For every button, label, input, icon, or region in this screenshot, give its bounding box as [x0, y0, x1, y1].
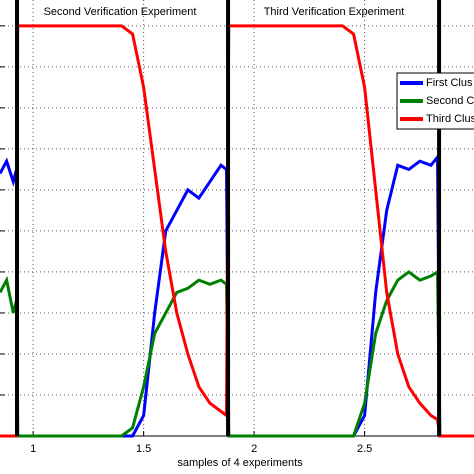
x-tick-label: 2.5 — [357, 443, 372, 455]
x-tick-label: 1 — [30, 443, 36, 455]
series-line — [0, 24, 474, 438]
annotation: Third Verification Experiment — [264, 6, 405, 18]
annotation: Second Verification Experiment — [44, 6, 197, 18]
x-axis-label: samples of 4 experiments — [177, 457, 303, 469]
legend-label: First Clus — [426, 77, 473, 89]
legend-label: Second C — [426, 95, 474, 107]
x-tick-label: 2 — [251, 443, 257, 455]
legend-label: Third Clus — [426, 113, 474, 125]
series-line — [0, 269, 474, 438]
x-tick-label: 1.5 — [136, 443, 151, 455]
